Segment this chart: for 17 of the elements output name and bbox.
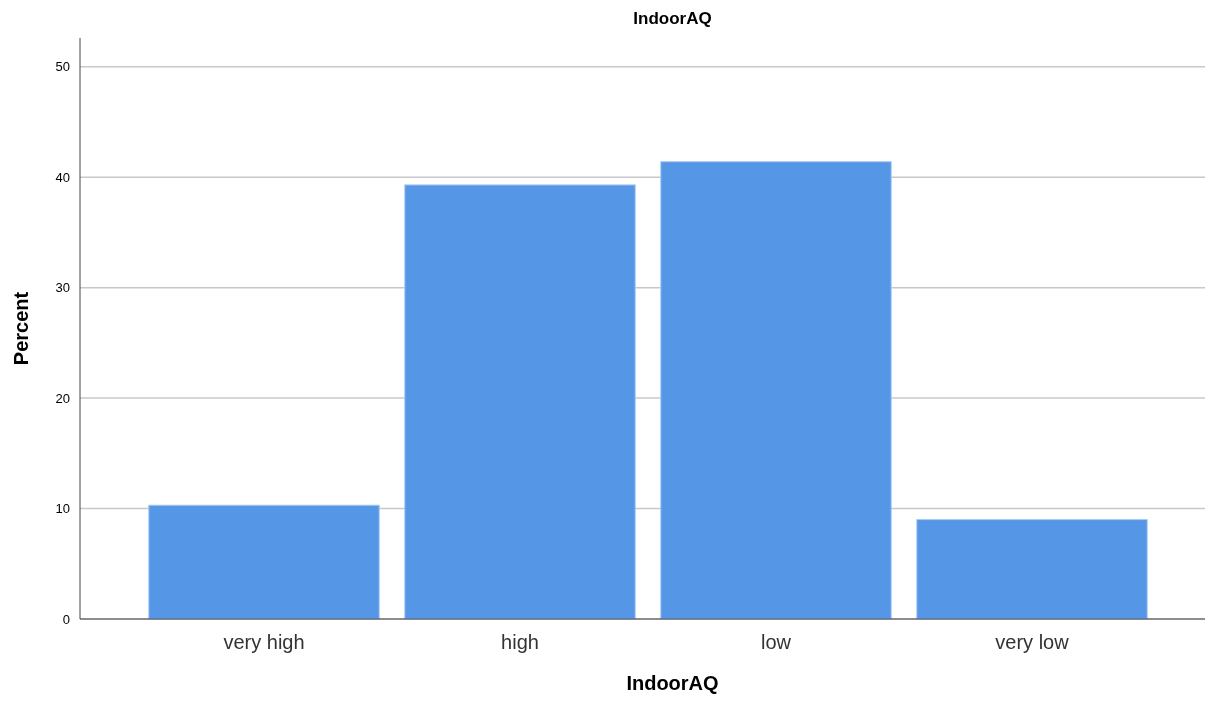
x-tick-label: low bbox=[760, 631, 792, 653]
y-axis-title: Percent bbox=[10, 291, 32, 366]
x-tick-label: very high bbox=[223, 631, 305, 653]
y-tick-label: 10 bbox=[55, 501, 70, 517]
y-tick-label: 40 bbox=[55, 169, 70, 185]
y-tick-label: 50 bbox=[55, 59, 70, 75]
bar bbox=[404, 184, 636, 620]
y-tick-label: 20 bbox=[55, 390, 70, 406]
bar bbox=[660, 161, 892, 620]
x-tick-label: very low bbox=[995, 631, 1070, 653]
x-axis-title: IndoorAQ bbox=[626, 672, 719, 694]
chart-title: IndoorAQ bbox=[633, 9, 712, 28]
y-tick-label: 0 bbox=[62, 611, 70, 627]
bar bbox=[148, 504, 380, 620]
x-tick-label: high bbox=[501, 631, 539, 653]
y-tick-label: 30 bbox=[55, 280, 70, 296]
bar bbox=[916, 519, 1148, 620]
